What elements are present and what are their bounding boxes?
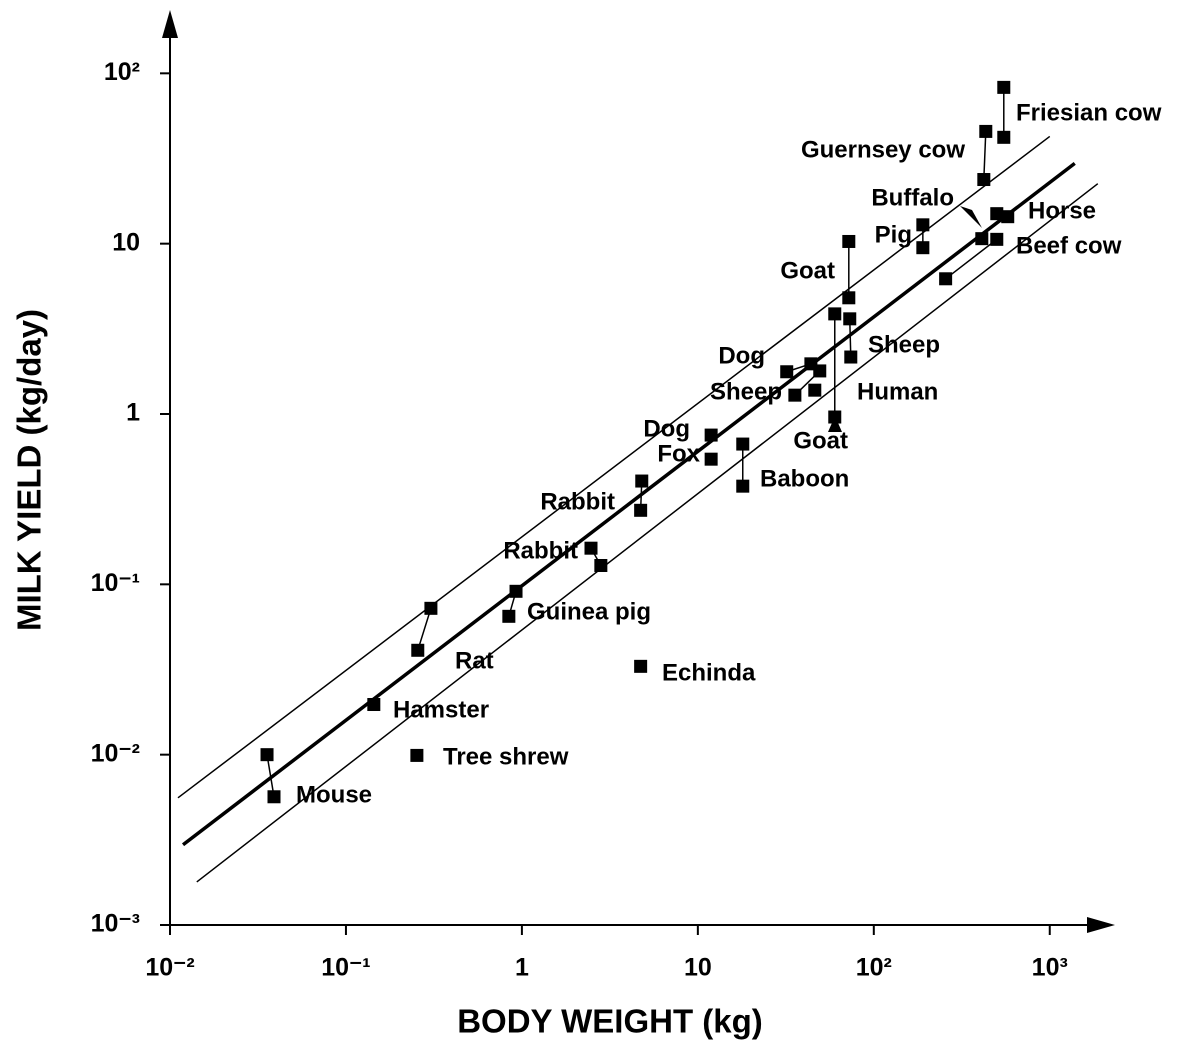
- point: [704, 452, 718, 466]
- point-label: Echinda: [662, 659, 756, 686]
- point: [842, 234, 856, 248]
- point: [267, 790, 281, 804]
- point-label: Goat: [793, 427, 848, 454]
- point-label: Rat: [455, 647, 494, 674]
- pointer-arrow: [828, 416, 842, 432]
- point: [509, 584, 523, 598]
- fit-line: [196, 183, 1099, 883]
- point: [704, 428, 718, 442]
- point-label: Rabbit: [503, 537, 578, 564]
- x-axis-title: BODY WEIGHT (kg): [457, 1003, 763, 1040]
- point-label: Buffalo: [871, 184, 954, 211]
- x-tick-label: 10²: [856, 954, 892, 982]
- y-tick-label: 10⁻³: [91, 910, 140, 938]
- point-label: Hamster: [393, 696, 489, 723]
- point: [502, 609, 516, 623]
- point: [844, 350, 858, 364]
- point-label: Tree shrew: [443, 743, 569, 770]
- point: [916, 241, 930, 255]
- fit-line: [177, 135, 1051, 799]
- point: [997, 130, 1011, 144]
- point-label: Baboon: [760, 465, 849, 492]
- x-tick-label: 10⁻²: [145, 954, 194, 982]
- point-label: Friesian cow: [1016, 99, 1162, 126]
- x-tick-label: 10: [684, 954, 712, 982]
- point: [990, 207, 1004, 221]
- point-label: Sheep: [710, 378, 782, 405]
- point: [975, 232, 989, 246]
- point: [367, 698, 381, 712]
- point: [979, 124, 993, 138]
- y-tick-label: 10²: [104, 58, 140, 86]
- point: [1001, 210, 1015, 224]
- point-label: Mouse: [296, 781, 372, 808]
- point: [424, 601, 438, 615]
- point: [410, 748, 424, 762]
- connector: [945, 238, 998, 280]
- point: [997, 80, 1011, 94]
- point-label: Horse: [1028, 197, 1096, 224]
- y-axis-arrow: [162, 10, 178, 38]
- x-tick-label: 10³: [1032, 954, 1068, 982]
- connector: [266, 754, 275, 797]
- x-axis-arrow: [1087, 917, 1115, 933]
- point-label: Dog: [643, 415, 690, 442]
- x-tick-label: 1: [515, 954, 529, 982]
- y-tick-label: 10⁻¹: [91, 569, 140, 597]
- point: [594, 558, 608, 572]
- point-label: Human: [857, 378, 938, 405]
- point: [635, 474, 649, 488]
- point-label: Goat: [780, 257, 835, 284]
- point-label: Guinea pig: [527, 598, 651, 625]
- point: [990, 232, 1004, 246]
- point: [843, 312, 857, 326]
- point: [584, 541, 598, 555]
- point: [736, 479, 750, 493]
- y-tick-label: 10: [112, 228, 140, 256]
- point-label: Beef cow: [1016, 232, 1122, 259]
- point: [808, 383, 822, 397]
- point: [411, 643, 425, 657]
- point: [842, 291, 856, 305]
- point: [828, 410, 842, 424]
- point: [788, 388, 802, 402]
- point-label: Pig: [875, 221, 912, 248]
- point-label: Guernsey cow: [801, 136, 965, 163]
- point: [736, 437, 750, 451]
- y-axis-title: MILK YIELD (kg/day): [11, 309, 48, 631]
- point-label: Sheep: [868, 331, 940, 358]
- x-tick-label: 10⁻¹: [321, 954, 370, 982]
- point: [939, 272, 953, 286]
- point: [813, 364, 827, 378]
- point: [260, 748, 274, 762]
- y-tick-label: 1: [126, 399, 140, 427]
- point: [780, 365, 794, 379]
- point: [916, 218, 930, 232]
- point-label: Rabbit: [540, 488, 615, 515]
- connector: [417, 608, 432, 651]
- point: [634, 503, 648, 517]
- y-tick-label: 10⁻²: [91, 739, 140, 767]
- point: [977, 173, 991, 187]
- fit-line: [181, 161, 1076, 847]
- point-label: Dog: [718, 342, 765, 369]
- point: [828, 307, 842, 321]
- connector: [983, 131, 987, 180]
- pointer-arrow: [960, 206, 982, 228]
- point: [634, 659, 648, 673]
- point-label: Fox: [657, 440, 700, 467]
